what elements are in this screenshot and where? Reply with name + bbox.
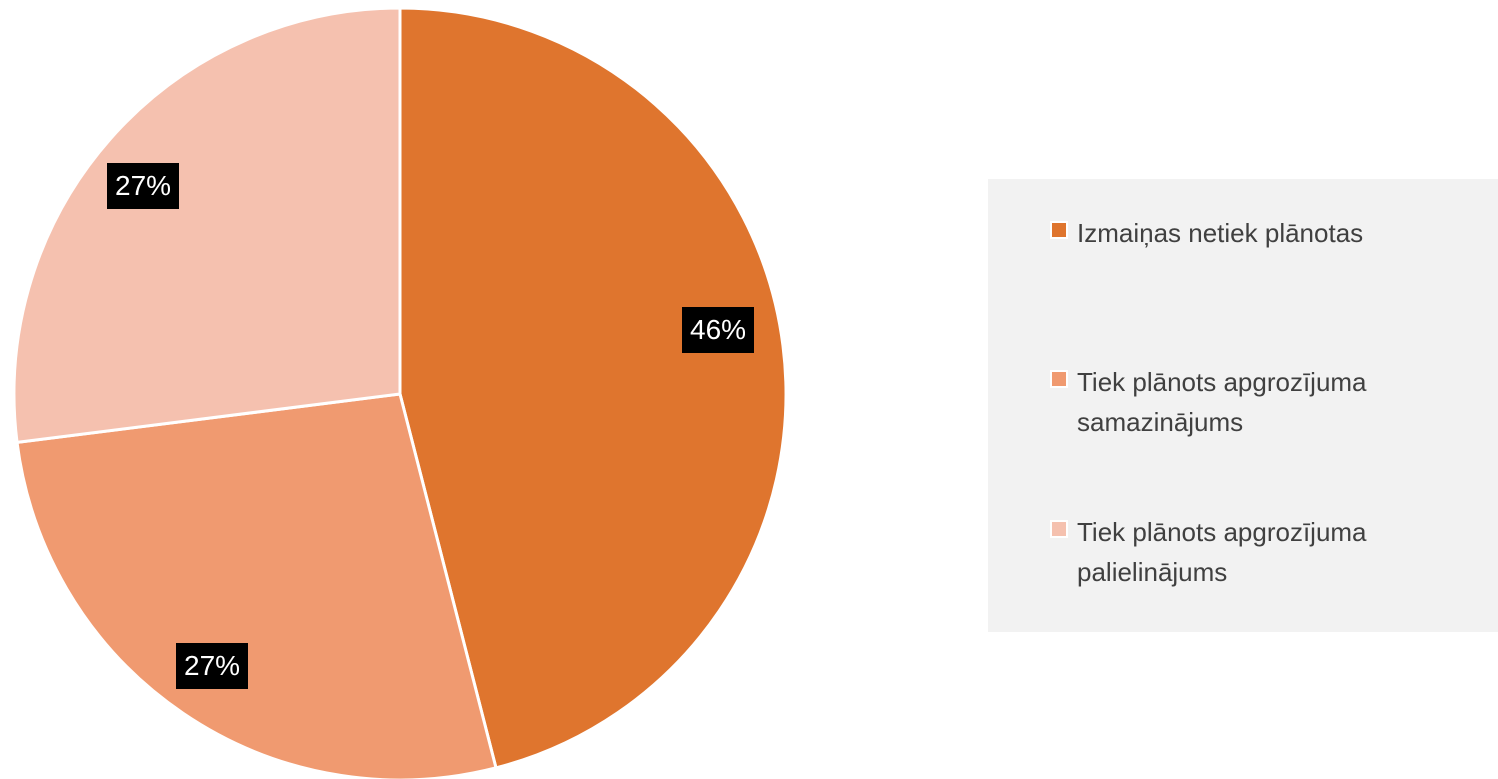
legend-label-1: Izmaiņas netiek plānotas [1077, 218, 1364, 248]
legend-label-2: Tiek plānots apgrozījuma samazinājums [1077, 367, 1367, 437]
data-label-2: 27% [176, 643, 249, 689]
data-label-1: 46% [682, 307, 755, 353]
pie-slice-1 [398, 6, 788, 770]
legend-item-1: Izmaiņas netiek plānotas [1050, 213, 1477, 253]
pie-slice-3 [12, 6, 402, 444]
legend-swatch-1 [1050, 221, 1068, 239]
legend-item-3: Tiek plānots apgrozījuma palielinājums [1050, 512, 1477, 592]
legend-item-2: Tiek plānots apgrozījuma samazinājums [1050, 362, 1477, 442]
legend-swatch-2 [1050, 370, 1068, 388]
legend: Izmaiņas netiek plānotas Tiek plānots apg… [988, 179, 1498, 632]
legend-label-3: Tiek plānots apgrozījuma palielinājums [1077, 517, 1367, 587]
legend-swatch-3 [1050, 520, 1068, 538]
pie-slice-2 [15, 392, 498, 779]
data-label-3: 27% [107, 163, 180, 209]
